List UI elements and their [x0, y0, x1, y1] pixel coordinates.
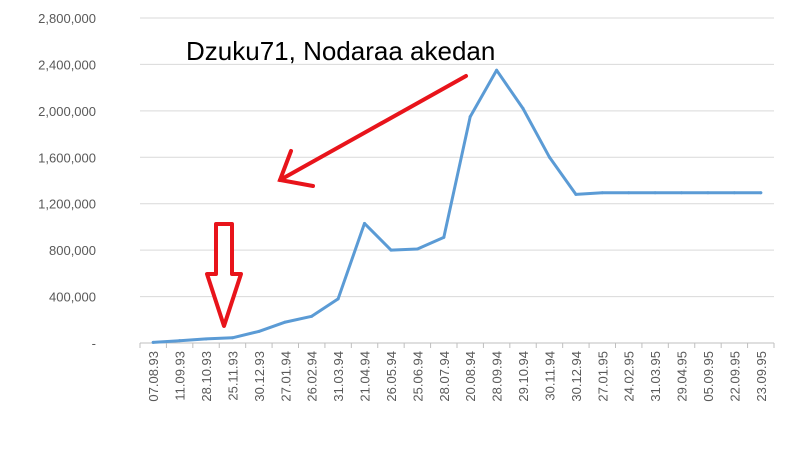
data-point: [706, 191, 710, 195]
annotation-text: Dzuku71, Nodaraa akedan: [186, 36, 495, 66]
y-tick-label: 400,000: [49, 290, 96, 305]
data-point: [204, 337, 208, 341]
x-axis-ticks: 07.08.93 11.09.93 28.10.93 25.11.93 30.12.93…: [139, 343, 775, 402]
x-tick-label: 25.11.93: [225, 351, 240, 401]
x-tick-label: 20.08.94: [463, 351, 478, 402]
y-tick-label: 800,000: [49, 243, 96, 258]
data-point: [230, 336, 234, 340]
data-point: [415, 247, 419, 251]
data-point: [257, 329, 261, 333]
x-tick-label: 26.02.94: [305, 351, 320, 402]
data-point: [600, 191, 604, 195]
x-tick-label: 29.10.94: [516, 351, 531, 402]
x-tick-label: 31.03.95: [648, 351, 663, 402]
data-point: [547, 155, 551, 159]
y-tick-label: 1,200,000: [38, 197, 96, 212]
data-point: [574, 192, 578, 196]
y-tick-label: 2,000,000: [38, 104, 96, 119]
y-tick-label: 2,800,000: [38, 11, 96, 26]
x-tick-label: 28.09.94: [490, 351, 505, 402]
data-point: [759, 191, 763, 195]
x-tick-label: 24.02.95: [622, 351, 637, 402]
data-point: [521, 107, 525, 111]
gridlines: [140, 17, 774, 344]
x-tick-label: 30.12.94: [569, 351, 584, 402]
x-tick-label: 27.01.95: [595, 351, 610, 402]
y-tick-label: -: [92, 336, 96, 351]
data-point: [653, 191, 657, 195]
data-point: [468, 115, 472, 119]
data-point: [495, 68, 499, 72]
series-layer: [151, 68, 763, 344]
data-point: [627, 191, 631, 195]
x-tick-label: 30.11.94: [542, 351, 557, 401]
data-point: [363, 221, 367, 225]
data-point: [336, 297, 340, 301]
x-tick-label: 26.05.94: [384, 351, 399, 402]
x-tick-label: 21.04.94: [358, 351, 373, 402]
data-point: [442, 235, 446, 239]
y-axis-ticks: - 400,000 800,000 1,200,000 1,600,000 2,000,0…: [38, 11, 96, 351]
series-line: [151, 68, 763, 344]
x-tick-label: 23.09.95: [754, 351, 769, 402]
data-point: [283, 320, 287, 324]
x-tick-label: 28.07.94: [437, 351, 452, 402]
x-tick-label: 28.10.93: [199, 351, 214, 402]
down-arrow-icon: [205, 222, 243, 328]
x-tick-label: 22.09.95: [727, 351, 742, 402]
x-tick-label: 31.03.94: [331, 351, 346, 402]
x-tick-label: 27.01.94: [278, 351, 293, 402]
data-point: [310, 314, 314, 318]
x-tick-label: 11.09.93: [173, 351, 188, 401]
x-tick-label: 30.12.93: [252, 351, 267, 402]
diagonal-arrow-icon: [277, 74, 468, 188]
data-point: [680, 191, 684, 195]
y-tick-label: 2,400,000: [38, 57, 96, 72]
data-point: [389, 248, 393, 252]
data-point: [151, 340, 155, 344]
data-point: [732, 191, 736, 195]
data-point: [178, 339, 182, 343]
x-tick-label: 29.04.95: [675, 351, 690, 402]
y-tick-label: 1,600,000: [38, 150, 96, 165]
x-tick-label: 25.06.94: [410, 351, 425, 402]
x-tick-label: 05.09.95: [701, 351, 716, 402]
x-tick-label: 07.08.93: [146, 351, 161, 402]
